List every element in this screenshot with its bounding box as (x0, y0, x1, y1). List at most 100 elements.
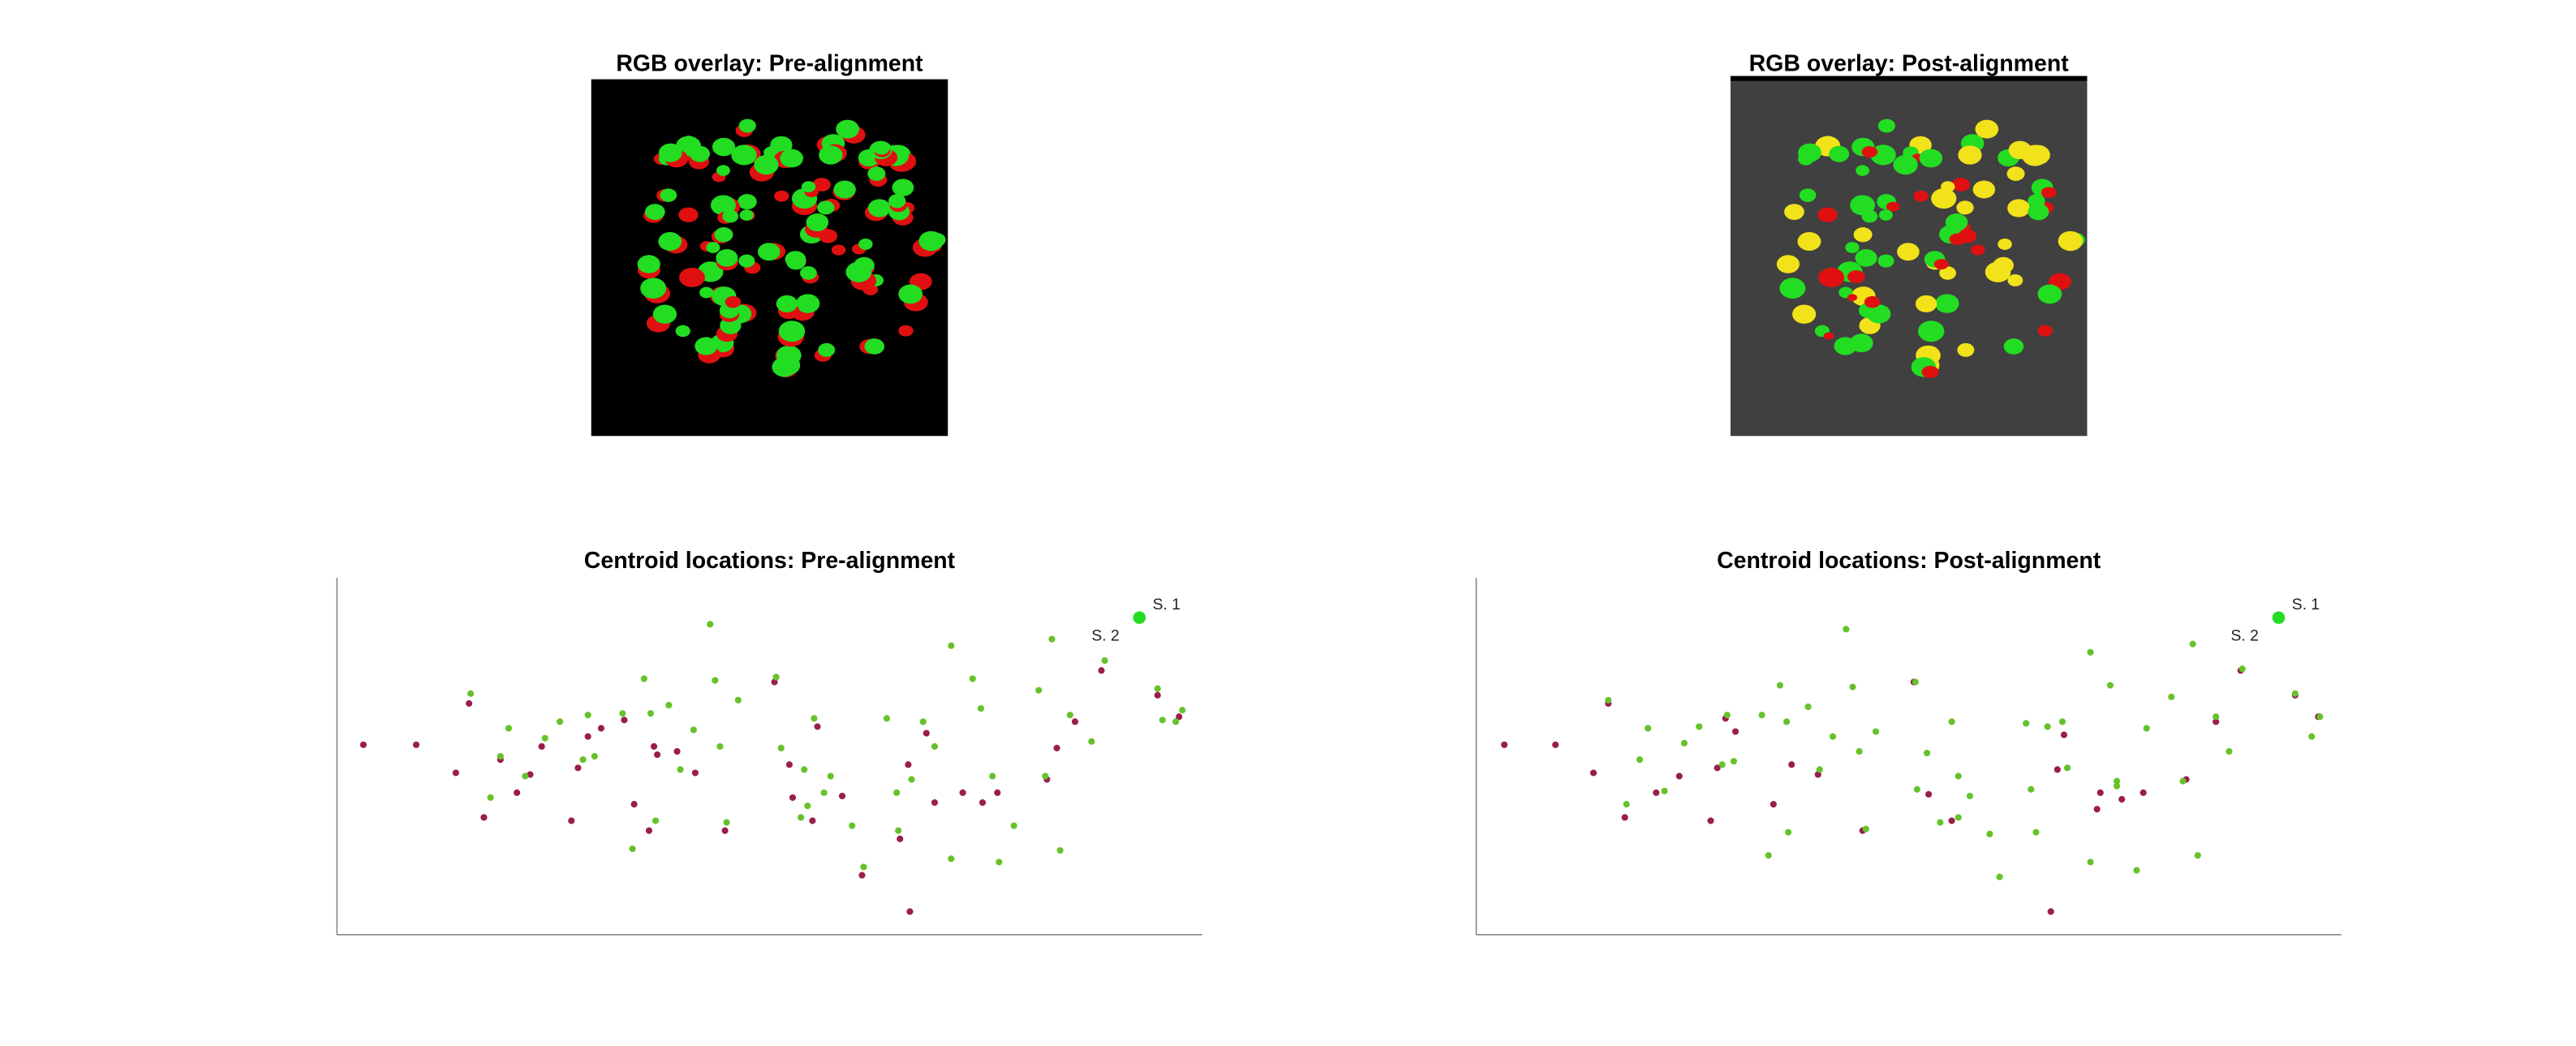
point (1154, 685, 1161, 692)
cell-yellow (2007, 199, 2030, 217)
cell-green (2037, 284, 2062, 304)
point (597, 725, 604, 732)
cell-green (1877, 254, 1894, 268)
cell-green (722, 209, 739, 223)
point (716, 743, 724, 750)
cell-green (836, 119, 859, 139)
point (969, 675, 976, 682)
cell-yellow (1784, 204, 1804, 220)
point (789, 794, 797, 801)
point (948, 642, 955, 649)
point (1714, 764, 1721, 772)
point (2238, 665, 2246, 673)
point (538, 743, 545, 750)
point (1948, 817, 1955, 824)
cell-green (818, 342, 836, 357)
point (1661, 787, 1668, 794)
cell-green (864, 338, 885, 355)
cell-yellow (1776, 255, 1800, 273)
cell-green (644, 204, 665, 220)
point (2114, 777, 2121, 785)
point (908, 776, 915, 783)
point (2118, 795, 2126, 803)
point (2063, 764, 2071, 772)
point (1862, 825, 1869, 833)
point (798, 814, 805, 821)
chart-title: Centroid locations: Pre-alignment (584, 548, 956, 574)
cell-red (1971, 244, 1985, 256)
cell-green (1877, 118, 1895, 133)
cell-green (637, 255, 660, 273)
cell-red (1921, 365, 1939, 379)
point (849, 822, 856, 829)
point (556, 718, 564, 725)
point (673, 747, 681, 755)
point (893, 789, 901, 796)
point (1718, 761, 1726, 768)
point (2106, 682, 2114, 689)
cell-red (831, 244, 846, 256)
cell-green (796, 294, 820, 313)
cell-green (738, 118, 756, 133)
annotation: S. 2 (2231, 628, 2259, 645)
cell-green (1798, 143, 1821, 162)
point (1707, 817, 1714, 824)
cell-green (888, 194, 906, 209)
cell-green (738, 194, 757, 210)
point (1776, 682, 1784, 689)
cell-green (675, 325, 690, 338)
point (497, 752, 504, 760)
cell-red (2041, 187, 2057, 198)
cell-yellow (1985, 261, 2011, 282)
point (1849, 683, 1856, 691)
cell-green (660, 188, 677, 202)
point (487, 794, 494, 801)
cell-yellow (1975, 119, 1999, 139)
image-title: RGB overlay: Pre-alignment (616, 51, 923, 77)
point (591, 752, 598, 760)
point (814, 723, 821, 730)
cell-red (1817, 207, 1838, 222)
point (505, 725, 513, 732)
annotation: S. 2 (1091, 628, 1119, 645)
point (467, 690, 475, 697)
point (665, 701, 673, 709)
cell-red (812, 178, 831, 192)
image-top-edge (1730, 75, 2088, 81)
chart-title: Centroid locations: Post-alignment (1717, 548, 2101, 574)
point (690, 726, 697, 734)
point (905, 761, 912, 768)
point (1758, 712, 1765, 719)
cell-red (1886, 201, 1900, 212)
point (838, 792, 846, 799)
point (1154, 691, 1161, 699)
cell-green (1893, 154, 1918, 175)
point (858, 872, 866, 879)
point (2133, 867, 2140, 874)
cell-green (1945, 213, 1968, 232)
cell-green (778, 321, 806, 342)
point (1816, 766, 1823, 773)
point (707, 621, 714, 628)
point (978, 798, 987, 807)
cell-yellow (2012, 141, 2029, 155)
cell-green (2003, 338, 2024, 355)
point (2213, 713, 2220, 721)
point (2308, 733, 2316, 740)
point (804, 803, 811, 810)
point (514, 789, 521, 796)
cell-green (833, 180, 856, 199)
point (359, 741, 367, 748)
cell-yellow (2007, 273, 2023, 286)
point (2194, 852, 2201, 859)
cell-green (2028, 194, 2045, 209)
point (1159, 717, 1166, 724)
point (1048, 635, 1056, 643)
point (1923, 749, 1931, 757)
cell-red (1861, 146, 1878, 158)
point (2087, 859, 2094, 866)
point (906, 908, 914, 915)
point (931, 798, 939, 807)
cell-red (1913, 190, 1929, 202)
